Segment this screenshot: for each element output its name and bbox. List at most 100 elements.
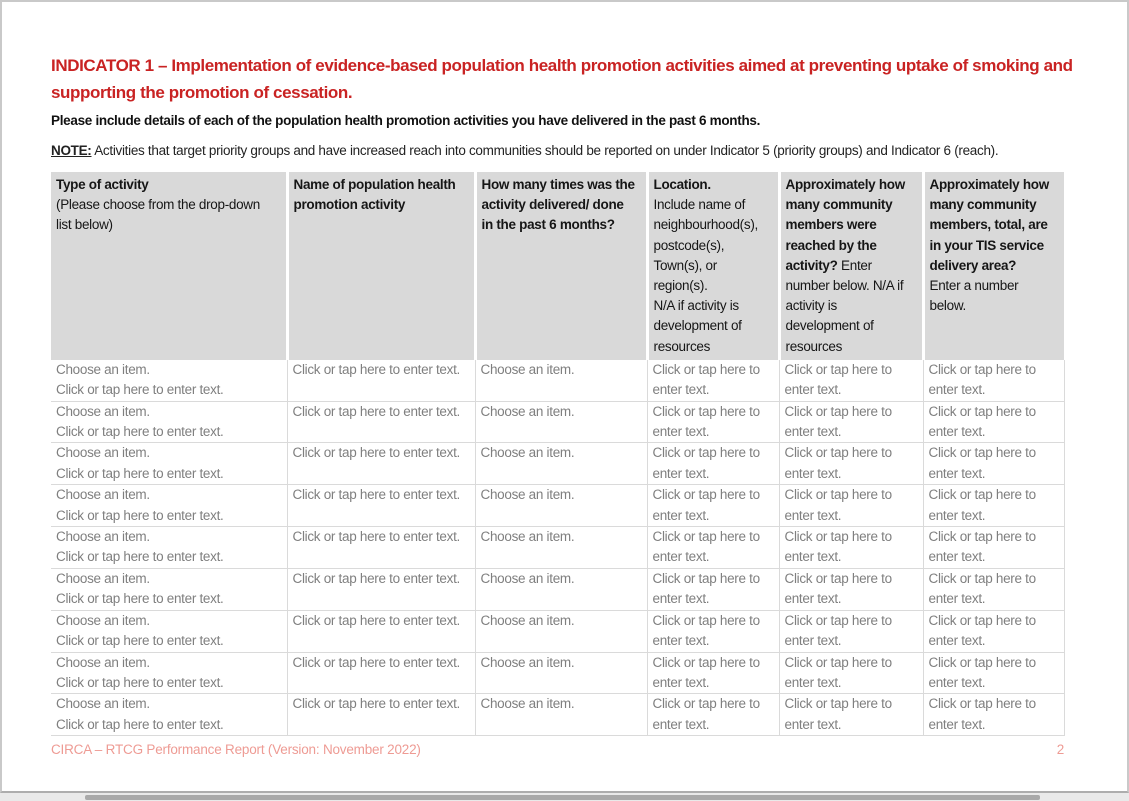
activity-name-text-field[interactable]: Click or tap here to enter text. [292, 612, 461, 628]
activity-name-text-field[interactable]: Click or tap here to enter text. [292, 361, 461, 377]
activity-type-dropdown[interactable]: Choose an item. [56, 654, 150, 670]
cell-times-delivered: Choose an item. [475, 652, 648, 695]
activity-type-dropdown[interactable]: Choose an item. [56, 445, 150, 461]
cell-type-of-activity: Choose an item. Click or tap here to ent… [51, 610, 288, 653]
activity-type-dropdown[interactable]: Choose an item. [56, 612, 150, 628]
members-reached-text-field[interactable]: Click or tap here to enter text. [784, 361, 893, 398]
cell-members-reached: Click or tap here to enter text. [779, 401, 924, 444]
cell-activity-name: Click or tap here to enter text. [287, 568, 476, 611]
members-reached-text-field[interactable]: Click or tap here to enter text. [784, 570, 893, 607]
activity-type-text-field[interactable]: Click or tap here to enter text. [56, 549, 224, 565]
members-total-text-field[interactable]: Click or tap here to enter text. [928, 361, 1037, 398]
cell-location: Click or tap here to enter text. [647, 693, 780, 737]
column-header-type-of-activity: Type of activity (Please choose from the… [51, 172, 289, 360]
cell-members-total: Click or tap here to enter text. [923, 484, 1065, 528]
members-total-text-field[interactable]: Click or tap here to enter text. [928, 529, 1037, 565]
activity-type-dropdown[interactable]: Choose an item. [56, 361, 150, 377]
activity-type-text-field[interactable]: Click or tap here to enter text. [56, 674, 224, 690]
location-text-field[interactable]: Click or tap here to enter text. [652, 445, 761, 481]
times-delivered-dropdown[interactable]: Choose an item. [480, 612, 575, 628]
members-total-text-field[interactable]: Click or tap here to enter text. [928, 570, 1037, 607]
cell-activity-name: Click or tap here to enter text. [287, 359, 476, 402]
cell-times-delivered: Choose an item. [475, 526, 648, 569]
activity-type-text-field[interactable]: Click or tap here to enter text. [56, 465, 224, 481]
activity-type-text-field[interactable]: Click or tap here to enter text. [56, 424, 224, 440]
cell-times-delivered: Choose an item. [475, 484, 648, 528]
location-text-field[interactable]: Click or tap here to enter text. [652, 487, 761, 523]
table-row: Choose an item. Click or tap here to ent… [51, 442, 1065, 486]
table-row: Choose an item. Click or tap here to ent… [51, 693, 1065, 737]
location-text-field[interactable]: Click or tap here to enter text. [652, 570, 761, 607]
cell-members-reached: Click or tap here to enter text. [779, 359, 924, 402]
page-footer: CIRCA – RTCG Performance Report (Version… [51, 742, 1064, 758]
members-total-text-field[interactable]: Click or tap here to enter text. [928, 445, 1037, 481]
times-delivered-dropdown[interactable]: Choose an item. [480, 445, 575, 461]
cell-times-delivered: Choose an item. [475, 401, 648, 444]
members-total-text-field[interactable]: Click or tap here to enter text. [928, 487, 1037, 523]
members-total-text-field[interactable]: Click or tap here to enter text. [928, 654, 1037, 690]
note-text: Activities that target priority groups a… [94, 143, 999, 158]
horizontal-scrollbar-track[interactable] [0, 793, 1129, 801]
times-delivered-dropdown[interactable]: Choose an item. [480, 487, 575, 503]
members-reached-text-field[interactable]: Click or tap here to enter text. [784, 487, 893, 523]
column-header-activity-name: Name of population health promotion acti… [287, 172, 477, 360]
cell-location: Click or tap here to enter text. [647, 526, 780, 569]
cell-members-total: Click or tap here to enter text. [923, 442, 1065, 486]
location-text-field[interactable]: Click or tap here to enter text. [652, 361, 761, 398]
table-row: Choose an item. Click or tap here to ent… [51, 401, 1065, 444]
cell-activity-name: Click or tap here to enter text. [287, 652, 476, 695]
members-reached-text-field[interactable]: Click or tap here to enter text. [784, 445, 893, 481]
times-delivered-dropdown[interactable]: Choose an item. [480, 570, 575, 586]
note-paragraph: NOTE: Activities that target priority gr… [51, 143, 1127, 158]
cell-times-delivered: Choose an item. [475, 693, 648, 737]
activity-name-text-field[interactable]: Click or tap here to enter text. [292, 403, 461, 419]
column-header-members-total: Approximately how many community members… [923, 172, 1064, 360]
cell-activity-name: Click or tap here to enter text. [287, 526, 476, 569]
activity-type-dropdown[interactable]: Choose an item. [56, 403, 150, 419]
activity-type-dropdown[interactable]: Choose an item. [56, 529, 150, 545]
page-title-line-1: INDICATOR 1 – Implementation of evidence… [51, 56, 1073, 75]
location-text-field[interactable]: Click or tap here to enter text. [652, 403, 761, 440]
activity-type-text-field[interactable]: Click or tap here to enter text. [56, 382, 224, 398]
members-reached-text-field[interactable]: Click or tap here to enter text. [784, 403, 893, 440]
times-delivered-dropdown[interactable]: Choose an item. [480, 529, 575, 545]
activity-type-dropdown[interactable]: Choose an item. [56, 696, 150, 712]
members-reached-text-field[interactable]: Click or tap here to enter text. [784, 654, 893, 690]
times-delivered-dropdown[interactable]: Choose an item. [480, 696, 575, 712]
times-delivered-dropdown[interactable]: Choose an item. [480, 654, 575, 670]
note-label: NOTE: [51, 143, 92, 158]
activity-name-text-field[interactable]: Click or tap here to enter text. [292, 570, 461, 586]
cell-activity-name: Click or tap here to enter text. [287, 610, 476, 653]
activities-table: Type of activity (Please choose from the… [51, 172, 1065, 737]
members-reached-text-field[interactable]: Click or tap here to enter text. [784, 529, 893, 565]
times-delivered-dropdown[interactable]: Choose an item. [480, 361, 575, 377]
table-body: Choose an item. Click or tap here to ent… [51, 359, 1065, 737]
location-text-field[interactable]: Click or tap here to enter text. [652, 696, 761, 732]
cell-times-delivered: Choose an item. [475, 610, 648, 653]
location-text-field[interactable]: Click or tap here to enter text. [652, 529, 761, 565]
activity-type-text-field[interactable]: Click or tap here to enter text. [56, 633, 224, 649]
activity-type-dropdown[interactable]: Choose an item. [56, 487, 150, 503]
location-text-field[interactable]: Click or tap here to enter text. [652, 654, 761, 690]
activity-type-text-field[interactable]: Click or tap here to enter text. [56, 507, 224, 523]
location-text-field[interactable]: Click or tap here to enter text. [652, 612, 761, 649]
members-total-text-field[interactable]: Click or tap here to enter text. [928, 403, 1037, 440]
activity-type-text-field[interactable]: Click or tap here to enter text. [56, 716, 224, 732]
times-delivered-dropdown[interactable]: Choose an item. [480, 403, 575, 419]
activity-type-dropdown[interactable]: Choose an item. [56, 570, 150, 586]
members-reached-text-field[interactable]: Click or tap here to enter text. [784, 612, 893, 649]
cell-members-reached: Click or tap here to enter text. [779, 568, 924, 611]
activity-name-text-field[interactable]: Click or tap here to enter text. [292, 696, 461, 712]
activity-name-text-field[interactable]: Click or tap here to enter text. [292, 445, 461, 461]
members-reached-text-field[interactable]: Click or tap here to enter text. [784, 696, 893, 732]
page-content: INDICATOR 1 – Implementation of evidence… [2, 2, 1127, 758]
cell-members-total: Click or tap here to enter text. [923, 568, 1065, 611]
activity-type-text-field[interactable]: Click or tap here to enter text. [56, 591, 224, 607]
members-total-text-field[interactable]: Click or tap here to enter text. [928, 696, 1037, 732]
activity-name-text-field[interactable]: Click or tap here to enter text. [292, 529, 461, 545]
members-total-text-field[interactable]: Click or tap here to enter text. [928, 612, 1037, 649]
horizontal-scrollbar-thumb[interactable] [85, 795, 1040, 800]
activity-name-text-field[interactable]: Click or tap here to enter text. [292, 487, 461, 503]
cell-location: Click or tap here to enter text. [647, 401, 780, 444]
activity-name-text-field[interactable]: Click or tap here to enter text. [292, 654, 461, 670]
